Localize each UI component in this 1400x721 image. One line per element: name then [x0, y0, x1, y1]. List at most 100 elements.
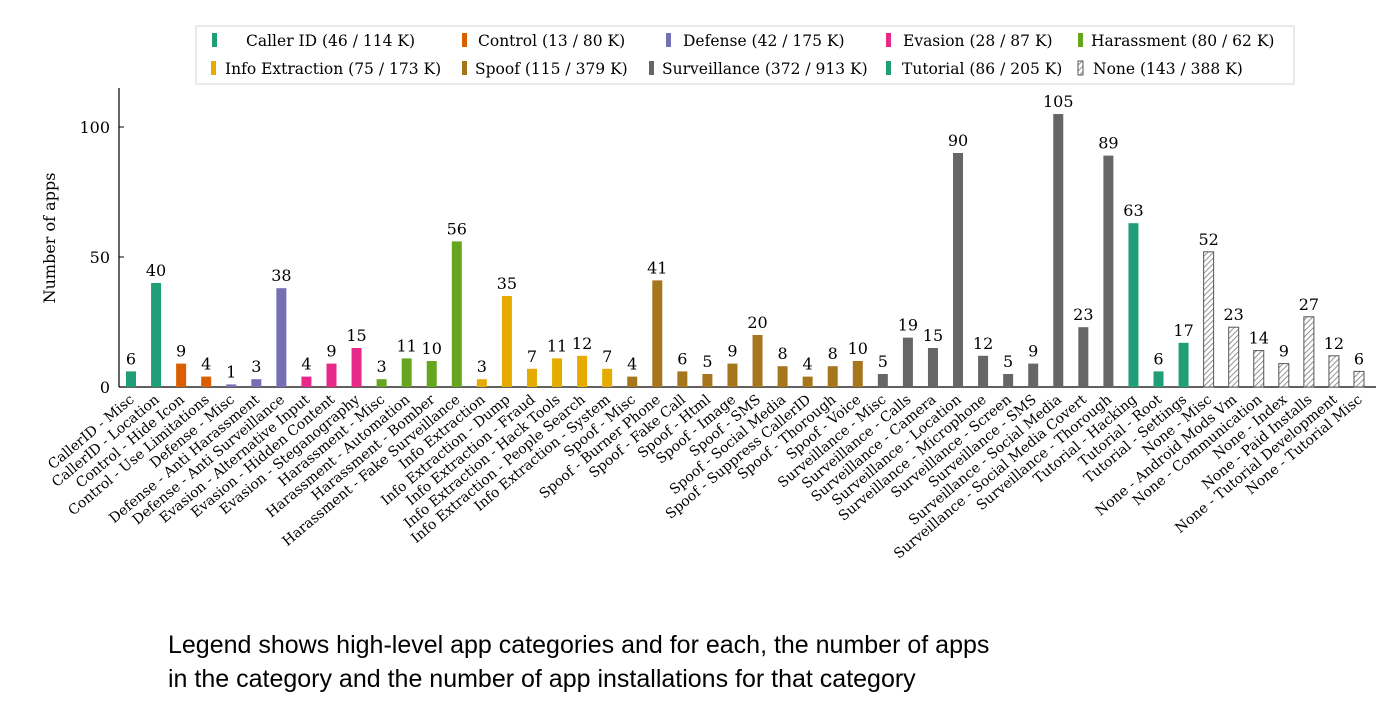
bar-surveillance-social-media-covert [1078, 327, 1089, 387]
value-label-none-tutorial-development: 12 [1324, 334, 1344, 353]
value-label-harassment-automation: 11 [396, 336, 416, 355]
bar-surveillance-location [953, 153, 964, 387]
legend-label-info: Info Extraction (75 / 173 K) [225, 60, 441, 78]
bar-spoof-suppress-callerid [802, 376, 813, 387]
value-label-surveillance-sms: 9 [1028, 342, 1038, 361]
bar-evasion-steganography [351, 348, 362, 387]
value-label-harassment-fake-surveillance: 56 [447, 219, 467, 238]
value-label-surveillance-camera: 15 [923, 326, 943, 345]
bar-info-extraction-people-search [577, 355, 588, 387]
value-label-control-hide-icon: 9 [176, 342, 186, 361]
value-label-surveillance-social-media: 105 [1043, 92, 1074, 111]
legend-swatch-evasion [886, 33, 891, 47]
value-label-control-use-limitations: 4 [201, 355, 211, 374]
bar-info-extraction [476, 379, 487, 387]
chart-axes: 0 50 100 Number of apps [40, 88, 1376, 397]
bar-info-extraction-dump [501, 296, 512, 387]
value-label-defense-anti-harassment: 3 [251, 357, 261, 376]
bar-info-extraction-fraud [526, 368, 537, 387]
legend-label-defense: Defense (42 / 175 K) [683, 32, 845, 50]
value-label-info-extraction-fraud: 7 [527, 347, 537, 366]
y-tick-label: 100 [79, 118, 110, 137]
bar-surveillance-calls [902, 337, 913, 387]
value-label-surveillance-social-media-covert: 23 [1073, 305, 1093, 324]
bar-none-paid-installs [1303, 316, 1315, 388]
bar-harassment-misc [376, 379, 387, 387]
legend-label-control: Control (13 / 80 K) [478, 32, 625, 50]
legend-swatch-harassment [1078, 33, 1083, 47]
bar-info-extraction-system [602, 368, 613, 387]
value-label-surveillance-misc: 5 [878, 352, 888, 371]
value-label-spoof-voice: 10 [848, 339, 868, 358]
value-label-spoof-fake-call: 6 [677, 349, 687, 368]
legend-swatch-control [462, 33, 467, 47]
bar-spoof-thorough [827, 366, 838, 387]
legend-label-evasion: Evasion (28 / 87 K) [903, 32, 1053, 50]
bar-evasion-hidden-content [326, 363, 337, 387]
value-label-surveillance-microphone: 12 [973, 334, 993, 353]
bar-chart: Caller ID (46 / 114 K) Control (13 / 80 K… [40, 25, 1376, 562]
bar-none-misc [1203, 251, 1215, 388]
value-label-evasion-alternative-input: 4 [301, 355, 311, 374]
value-label-spoof-thorough: 8 [828, 344, 838, 363]
value-label-none-android-mods-vm: 23 [1224, 305, 1244, 324]
legend-swatch-spoof [462, 61, 467, 75]
bar-tutorial-hacking [1128, 223, 1139, 387]
value-label-info-extraction-hack-tools: 11 [547, 336, 567, 355]
value-label-tutorial-settings: 17 [1173, 321, 1193, 340]
value-label-info-extraction-system: 7 [602, 347, 612, 366]
bar-spoof-social-media [777, 366, 788, 387]
y-axis-label: Number of apps [40, 173, 59, 304]
bar-control-hide-icon [176, 363, 187, 387]
value-label-spoof-image: 9 [727, 342, 737, 361]
bar-control-use-limitations [201, 376, 212, 387]
value-label-spoof-social-media: 8 [777, 344, 787, 363]
bar-spoof-html [702, 374, 713, 387]
chart-bars [126, 114, 1365, 388]
value-label-surveillance-screen: 5 [1003, 352, 1013, 371]
legend-label-surveillance: Surveillance (372 / 913 K) [662, 60, 868, 78]
bar-surveillance-screen [1003, 374, 1014, 387]
value-label-none-tutorial-misc: 6 [1354, 349, 1364, 368]
bar-tutorial-root [1153, 371, 1164, 387]
bar-harassment-fake-surveillance [451, 241, 462, 387]
legend-swatch-tutorial [886, 61, 891, 75]
bar-surveillance-social-media [1053, 114, 1064, 387]
bar-spoof-misc [627, 376, 638, 387]
legend-label-tutorial: Tutorial (86 / 205 K) [902, 60, 1062, 78]
caption-line-2: in the category and the number of app in… [168, 665, 916, 693]
value-label-none-misc: 52 [1198, 230, 1218, 249]
bar-none-android-mods-vm [1228, 326, 1240, 388]
value-label-info-extraction-dump: 35 [497, 274, 517, 293]
value-label-surveillance-location: 90 [948, 131, 968, 150]
value-label-surveillance-thorough: 89 [1098, 134, 1118, 153]
bar-defense-misc [226, 384, 237, 387]
bar-harassment-bomber [426, 361, 437, 387]
bar-none-index [1278, 363, 1290, 388]
value-label-none-index: 9 [1279, 342, 1289, 361]
legend-label-callerid: Caller ID (46 / 114 K) [246, 32, 415, 50]
legend-swatch-info [211, 61, 216, 75]
value-label-spoof-html: 5 [702, 352, 712, 371]
legend-label-harassment: Harassment (80 / 62 K) [1091, 32, 1274, 50]
legend-label-spoof: Spoof (115 / 379 K) [475, 60, 628, 78]
y-tick-label: 50 [90, 248, 110, 267]
bar-none-tutorial-misc [1353, 370, 1365, 388]
value-label-none-communication: 14 [1249, 329, 1269, 348]
value-label-spoof-burner-phone: 41 [647, 258, 667, 277]
value-label-defense-misc: 1 [226, 362, 236, 381]
bar-info-extraction-hack-tools [552, 358, 563, 387]
bar-spoof-voice [852, 361, 863, 387]
value-label-spoof-misc: 4 [627, 355, 637, 374]
figure-caption: Legend shows high-level app categories a… [168, 628, 1168, 696]
caption-line-1: Legend shows high-level app categories a… [168, 631, 990, 659]
value-label-spoof-suppress-callerid: 4 [803, 355, 813, 374]
bar-spoof-image [727, 363, 738, 387]
bar-surveillance-sms [1028, 363, 1039, 387]
bar-surveillance-thorough [1103, 155, 1114, 387]
value-label-callerid-misc: 6 [126, 349, 136, 368]
legend-frame [195, 25, 1295, 85]
value-label-info-extraction-people-search: 12 [572, 334, 592, 353]
